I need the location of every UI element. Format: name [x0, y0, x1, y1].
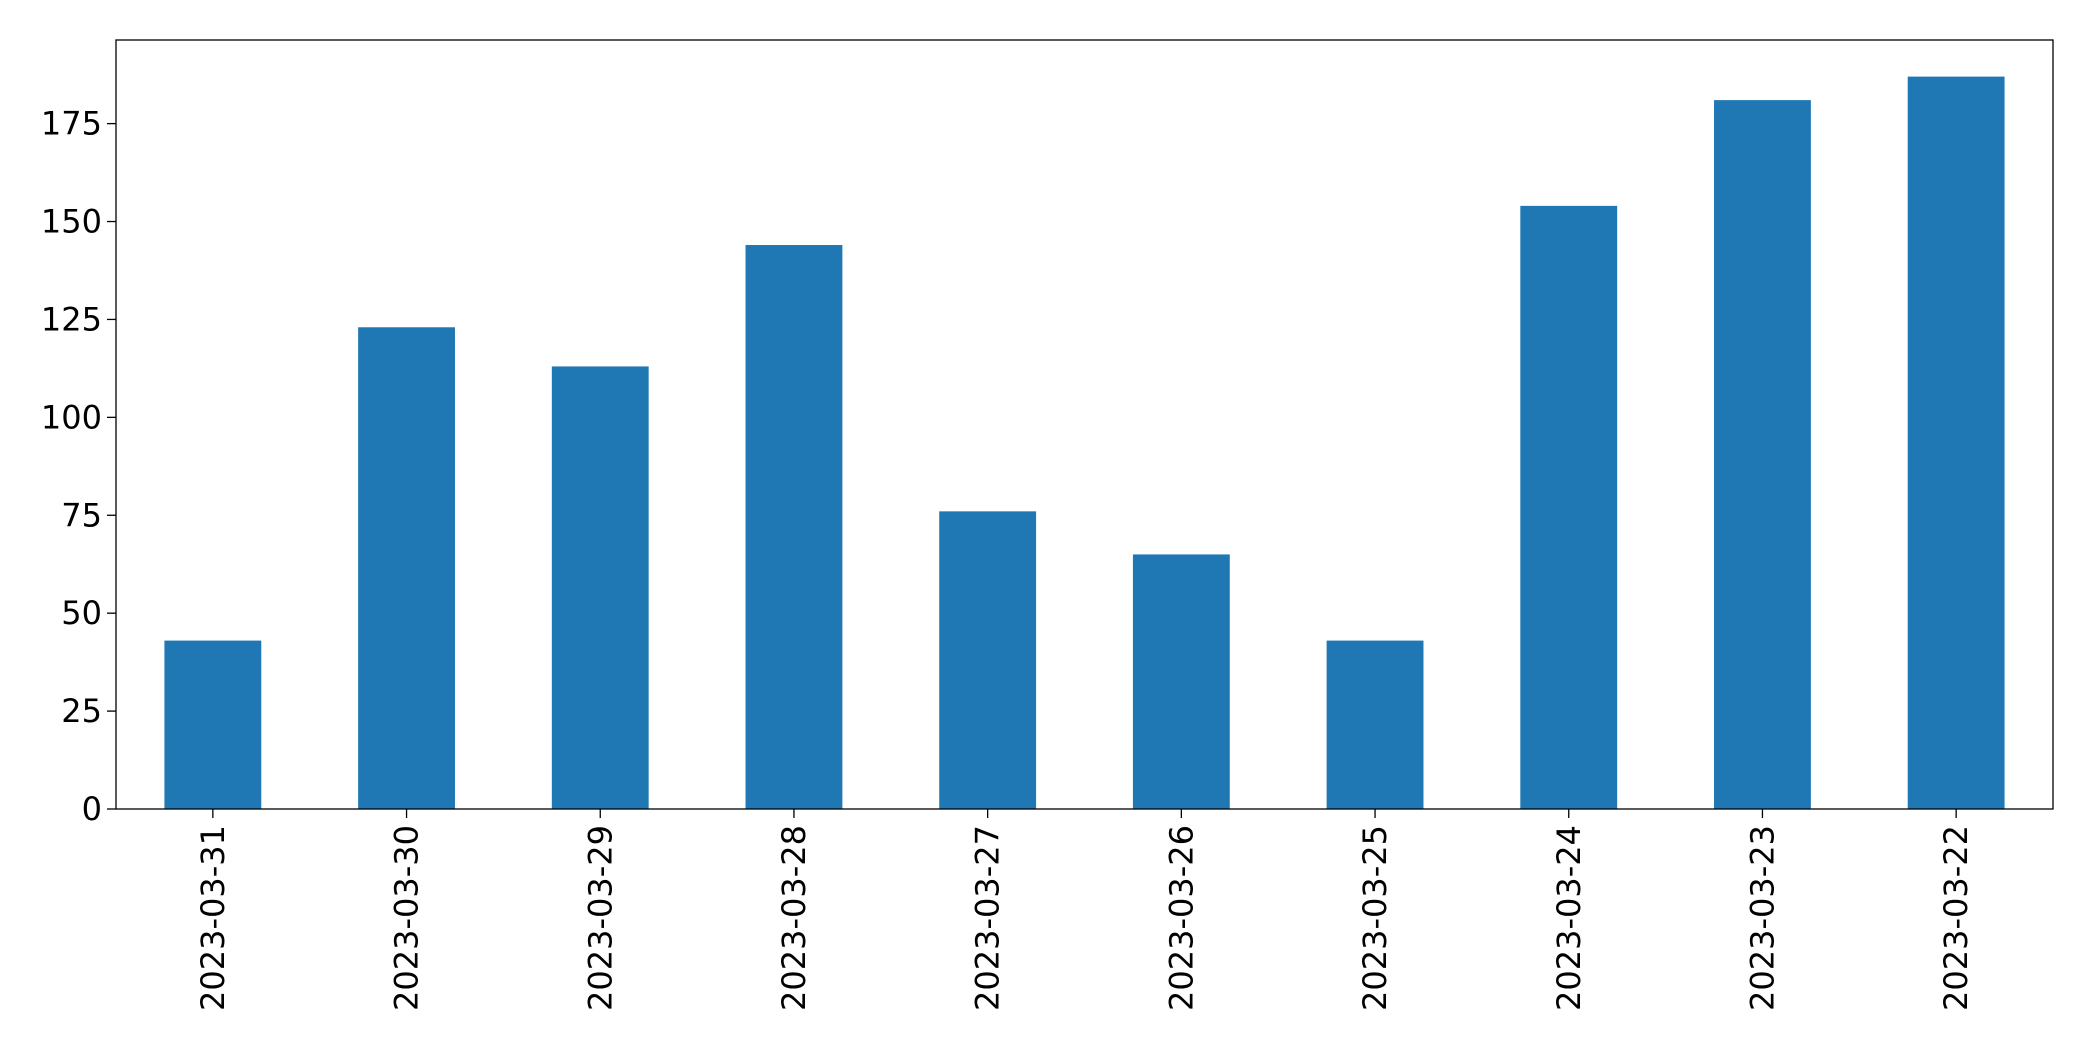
y-tick-label: 0	[82, 790, 102, 828]
bar	[1132, 554, 1230, 809]
bar	[358, 327, 455, 809]
bar	[164, 640, 262, 809]
bar	[745, 245, 843, 810]
plot-frame	[115, 39, 2054, 810]
y-tick-label: 50	[61, 594, 102, 632]
x-tick-label: 2023-03-26	[1162, 825, 1200, 1011]
bar	[1326, 640, 1424, 809]
bar	[939, 511, 1037, 809]
bar	[1714, 100, 1811, 809]
x-tick-label: 2023-03-24	[1550, 825, 1588, 1011]
y-tick-label: 125	[41, 300, 102, 338]
x-tick-label: 2023-03-29	[581, 825, 619, 1011]
x-tick-label: 2023-03-28	[775, 825, 813, 1011]
bar	[1520, 205, 1618, 810]
x-tick-label: 2023-03-25	[1356, 825, 1394, 1011]
x-tick-label: 2023-03-23	[1743, 825, 1781, 1011]
x-tick-label: 2023-03-31	[194, 825, 232, 1011]
y-tick-label: 100	[41, 398, 102, 436]
x-tick-label: 2023-03-30	[388, 825, 426, 1011]
x-tick-label: 2023-03-22	[1937, 825, 1975, 1011]
bar	[1907, 76, 2005, 810]
y-tick-label: 25	[61, 692, 102, 730]
y-tick-label: 75	[61, 496, 102, 534]
y-tick-label: 175	[41, 105, 102, 143]
x-tick-label: 2023-03-27	[969, 825, 1007, 1011]
y-tick-label: 150	[41, 203, 102, 241]
bar	[551, 366, 649, 809]
